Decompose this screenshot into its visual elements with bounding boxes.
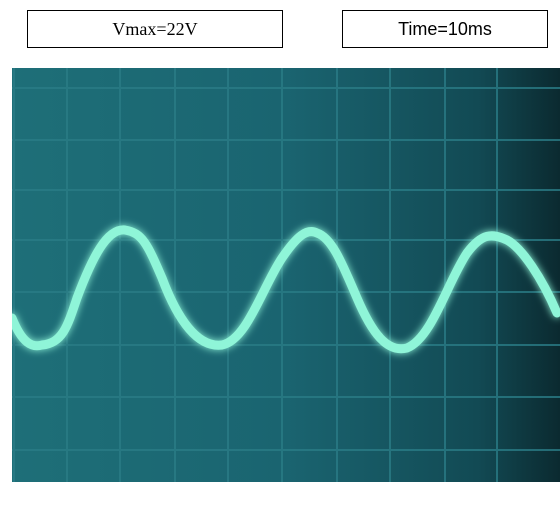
screen — [12, 68, 560, 482]
oscilloscope-photo — [12, 68, 560, 482]
time-text: Time=10ms — [398, 18, 492, 39]
time-label: Time=10ms — [342, 10, 548, 48]
voltage-text: Vmax=22V — [112, 18, 198, 39]
voltage-label: Vmax=22V — [27, 10, 283, 48]
waveform — [12, 225, 560, 354]
graticule — [12, 68, 560, 482]
